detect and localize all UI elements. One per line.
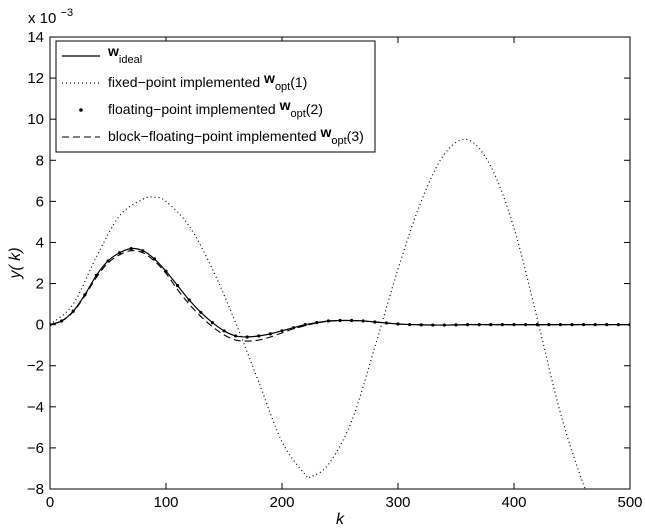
y-tick-label: 6	[36, 193, 44, 210]
data-point	[547, 323, 551, 327]
x-tick-label: 200	[269, 494, 294, 511]
data-point	[535, 323, 539, 327]
data-point	[350, 318, 354, 323]
legend-entry: fixed−point implemented wopt(1)	[108, 70, 307, 93]
series-layer	[50, 138, 630, 489]
data-point	[199, 310, 203, 314]
y-tick-label: 2	[36, 276, 44, 293]
legend-entry-symbol: w	[263, 70, 275, 86]
legend-entry-text: floating−point implemented	[108, 101, 280, 117]
y-tick-label: 4	[36, 234, 44, 251]
x-tick-label: 400	[501, 494, 526, 511]
ticks-layer: 0 100 200 300 400 500 −8 −6 −4 −2 0 2 4 6 8 10 12 14	[27, 29, 643, 511]
y-multiplier-label: x 10 −3	[28, 7, 73, 27]
legend-entry-symbol: w	[107, 43, 119, 59]
y-tick-label: −8	[27, 481, 44, 498]
y-tick-label: −4	[27, 399, 44, 416]
data-point	[338, 318, 342, 323]
data-point	[141, 249, 145, 253]
data-point	[326, 319, 330, 323]
legend-entry-symbol: w	[279, 97, 291, 113]
y-tick-label: 14	[27, 29, 44, 46]
data-point	[315, 320, 319, 325]
x-tick-label: 0	[46, 494, 54, 511]
legend-entry-text: block−floating−point implemented	[108, 128, 320, 144]
data-point	[512, 323, 516, 327]
legend-entry: wideal	[107, 43, 142, 66]
legend-entry-symbol: w	[319, 124, 331, 140]
data-point	[268, 332, 272, 336]
legend-marker	[79, 108, 83, 112]
legend-entry-subscript: opt	[291, 108, 306, 120]
legend-entry-subscript: opt	[275, 81, 290, 93]
legend-entry-subscript: ideal	[119, 54, 142, 66]
data-point	[118, 251, 122, 255]
x-tick-label: 500	[617, 494, 642, 511]
data-point	[187, 298, 191, 302]
data-point	[129, 247, 133, 251]
legend-entry: block−floating−point implemented wopt(3)	[108, 124, 364, 147]
x-tick-label: 300	[385, 494, 410, 511]
y-tick-label: 12	[27, 70, 44, 87]
y-tick-label: −6	[27, 440, 44, 457]
data-point	[257, 334, 261, 338]
y-axis-label: y( k)	[7, 247, 24, 279]
legend-box	[55, 40, 376, 153]
legend-entry-suffix: (1)	[290, 74, 307, 90]
x-axis-label: k	[336, 511, 345, 528]
legend-entry-suffix: (3)	[347, 128, 364, 144]
data-point	[245, 335, 249, 339]
legend-entry-subscript: opt	[331, 135, 346, 147]
data-point	[524, 323, 528, 327]
legend-entry: floating−point implemented wopt(2)	[108, 97, 323, 120]
y-multiplier-base: x 10	[28, 10, 56, 27]
plot-frame	[49, 36, 631, 490]
data-point	[558, 323, 563, 327]
x-tick-label: 100	[153, 494, 178, 511]
y-tick-label: 0	[36, 317, 44, 334]
y-tick-label: −2	[27, 358, 44, 375]
data-point	[500, 323, 504, 327]
y-tick-label: 10	[27, 111, 44, 128]
legend-entry-suffix: (2)	[306, 101, 323, 117]
y-multiplier-exponent: −3	[61, 7, 74, 19]
legend-entry-text: fixed−point implemented	[108, 74, 264, 90]
data-point	[176, 284, 180, 288]
y-tick-label: 8	[36, 152, 44, 169]
data-point	[222, 329, 226, 333]
data-point	[280, 329, 284, 333]
data-point	[210, 320, 214, 325]
data-point	[234, 334, 238, 338]
series-line-4	[50, 250, 630, 342]
